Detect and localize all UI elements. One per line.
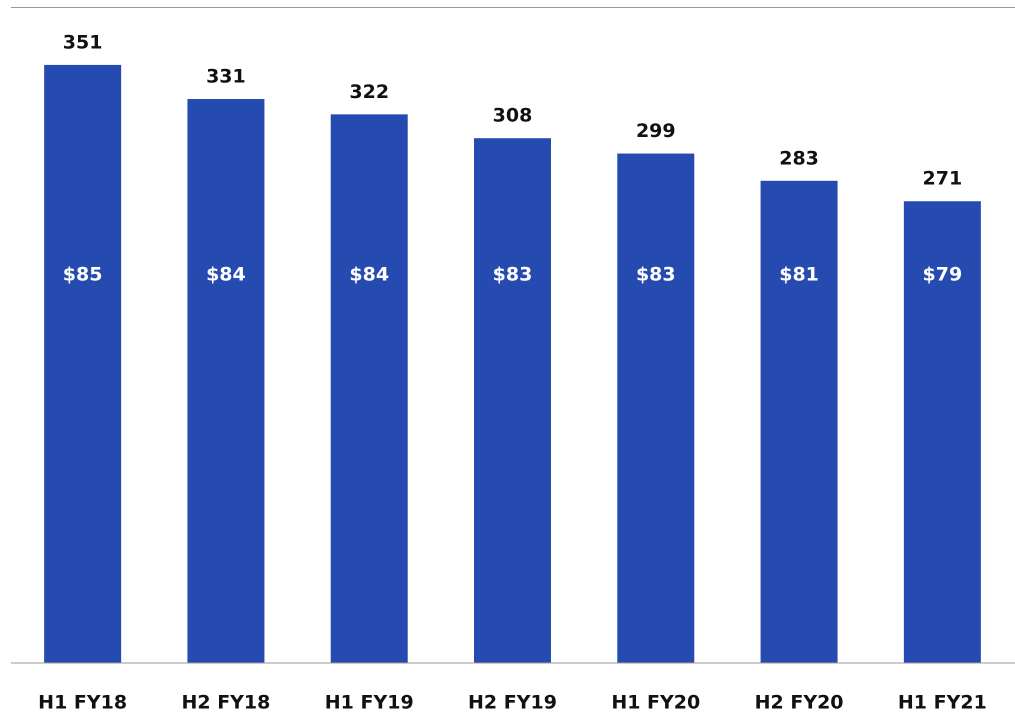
value-label: 271	[923, 168, 963, 190]
bar	[330, 114, 408, 663]
value-label: 283	[779, 147, 819, 169]
value-label: 351	[63, 31, 103, 53]
x-tick-label: H1 FY19	[325, 692, 414, 714]
bar	[187, 99, 265, 664]
x-tick-label: H1 FY18	[38, 692, 127, 714]
inner-label: $85	[63, 264, 103, 286]
x-tick-label: H1 FY20	[611, 692, 700, 714]
bar	[903, 201, 981, 664]
value-label: 322	[349, 81, 389, 103]
inner-label: $83	[636, 264, 676, 286]
value-label: 299	[636, 120, 676, 142]
inner-label: $81	[779, 264, 819, 286]
value-label: 308	[493, 105, 533, 127]
x-tick-label: H2 FY20	[755, 692, 844, 714]
bar	[617, 153, 695, 663]
inner-label: $83	[493, 264, 533, 286]
bar	[44, 64, 122, 663]
x-tick-label: H2 FY18	[181, 692, 270, 714]
value-label: 331	[206, 66, 246, 88]
inner-label: $84	[349, 264, 389, 286]
bar	[474, 138, 551, 663]
bar	[760, 180, 838, 663]
x-tick-label: H2 FY19	[468, 692, 557, 714]
inner-label: $84	[206, 264, 246, 286]
inner-label: $79	[923, 264, 963, 286]
x-tick-label: H1 FY21	[898, 692, 987, 714]
